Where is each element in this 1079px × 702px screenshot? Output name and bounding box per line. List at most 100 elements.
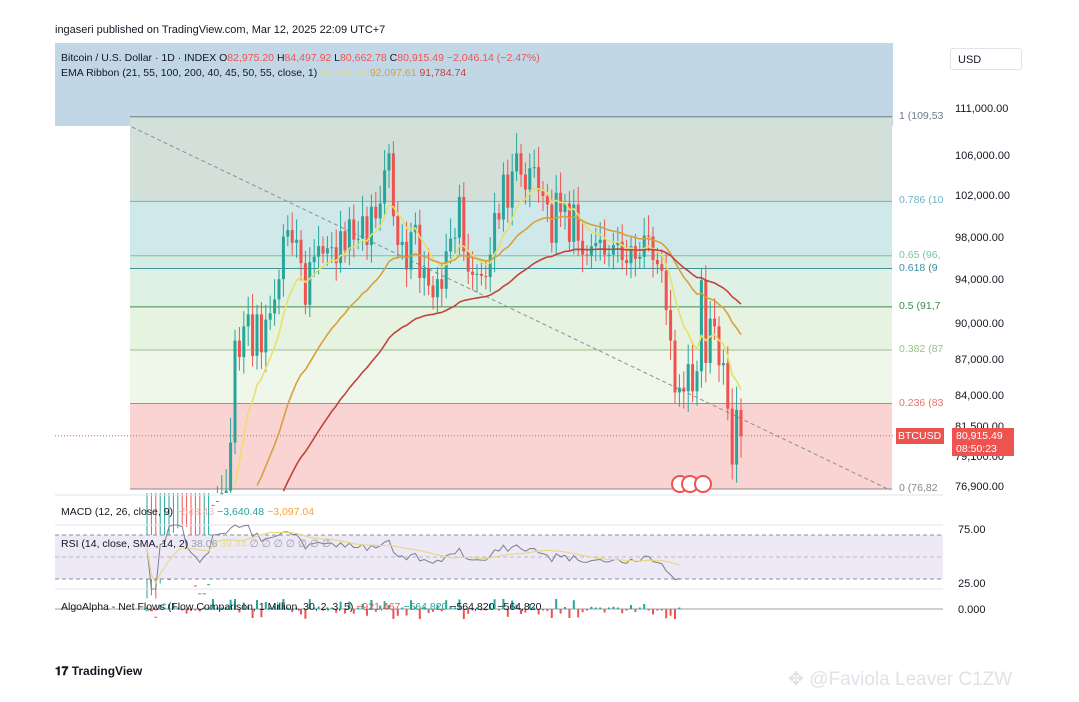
candle-body: [286, 230, 290, 237]
currency-button[interactable]: USD: [950, 48, 1022, 70]
fib-zone: [130, 201, 892, 256]
ema-mid-line: [256, 215, 742, 486]
rsi-value: 38.06: [191, 538, 218, 550]
ema-value-mid: 92,097.61: [369, 67, 417, 79]
tradingview-logo[interactable]: 𝟏𝟕 TradingView: [55, 664, 142, 679]
candle-body: [378, 203, 382, 219]
flow-bar: [533, 607, 536, 609]
flow-bar: [286, 607, 289, 609]
flow-bar: [216, 607, 219, 609]
flow-bar: [273, 605, 276, 609]
ohlc-high: H84,497.92: [276, 52, 332, 64]
flow-bar: [374, 609, 377, 612]
candle-body: [488, 254, 492, 278]
macd-legend: MACD (12, 26, close, 9) −543.43 −3,640.4…: [61, 506, 314, 518]
flow-bar: [568, 609, 571, 618]
flow-bar: [185, 609, 188, 614]
fib-label: 0 (76,82: [899, 482, 938, 495]
candle-body: [281, 236, 285, 280]
flow-bar: [220, 607, 223, 609]
flow-bar: [511, 600, 514, 609]
trend-line: [131, 126, 891, 491]
flow-bar: [295, 607, 298, 609]
candle-body: [259, 314, 263, 353]
candle-body: [576, 204, 580, 241]
flow-bar: [344, 609, 346, 614]
candle-body: [479, 273, 483, 276]
candle-body: [493, 213, 497, 255]
algo-label: AlgoAlpha - Net Flows (Flow Comparison, …: [61, 601, 354, 613]
flow-bar: [352, 609, 355, 614]
flow-bar: [278, 604, 280, 609]
candle-body: [589, 246, 593, 256]
flow-bar: [326, 607, 329, 609]
fib-label: 0.5 (91,7: [899, 299, 941, 312]
price-tick: 90,000.00: [955, 318, 1004, 330]
fib-label: 0.618 (9: [899, 261, 938, 274]
candle-body: [154, 616, 158, 618]
candle-body: [422, 268, 426, 279]
candle-body: [620, 241, 624, 260]
candle-body: [334, 247, 338, 264]
algo-tick: 0.000: [958, 604, 986, 616]
candle-body: [686, 364, 690, 392]
candle-body: [563, 203, 567, 213]
flow-bar: [317, 606, 320, 609]
flow-bar: [612, 606, 615, 609]
candle-body: [497, 213, 501, 220]
candle-body: [251, 314, 255, 356]
flow-bar: [608, 607, 610, 609]
flow-bar: [594, 607, 597, 609]
candle-body: [330, 247, 334, 249]
flow-bar: [370, 600, 373, 609]
candle-body: [660, 264, 664, 271]
flow-bar: [625, 609, 628, 611]
fib-label: 0.786 (10: [899, 194, 943, 207]
candle-body: [211, 504, 215, 506]
flow-bar: [159, 606, 162, 609]
flow-bar: [238, 609, 241, 613]
tv-logo-icon: 𝟏𝟕: [55, 664, 69, 678]
candle-body: [528, 168, 532, 190]
flow-bar: [251, 609, 254, 618]
rsi-label: RSI (14, close, SMA, 14, 2): [61, 538, 189, 550]
algo-value-1: −921,467: [356, 601, 401, 613]
tv-logo-text: TradingView: [71, 664, 143, 678]
price-tick: 94,000.00: [955, 274, 1004, 286]
chart-area[interactable]: NovDec2025FebMarAprMay: [55, 43, 943, 628]
flow-bar: [621, 609, 624, 614]
legend-ema-row: EMA Ribbon (21, 55, 100, 200, 40, 45, 50…: [61, 67, 466, 79]
flow-bar: [647, 609, 650, 611]
last-price-value: 80,915.49: [956, 430, 1003, 442]
candle-body: [237, 340, 241, 358]
legend-symbol-row: Bitcoin / U.S. Dollar · 1D · INDEX O82,9…: [61, 52, 540, 64]
candle-body: [541, 190, 545, 196]
algo-value-3: −564,820: [450, 601, 495, 613]
candle-body: [550, 204, 554, 243]
flow-bar: [630, 605, 632, 609]
flow-bar: [669, 609, 672, 616]
flow-bar: [660, 609, 663, 611]
flow-bar: [537, 609, 540, 615]
candle-body: [431, 285, 435, 298]
flow-bar: [291, 609, 294, 612]
flow-bar: [150, 609, 153, 611]
flow-bar: [282, 599, 285, 609]
candle-body: [365, 216, 369, 246]
candle-body: [229, 442, 233, 491]
candle-body: [220, 493, 224, 495]
price-axis[interactable]: [943, 43, 1027, 628]
price-tick: 84,000.00: [955, 390, 1004, 402]
candle-body: [633, 246, 637, 259]
flow-bar: [335, 609, 338, 613]
candle-body: [726, 362, 730, 409]
rsi-empty-values: ∅ ∅ ∅ ∅ ∅ ∅ ∅: [249, 538, 332, 550]
flow-bar: [366, 609, 368, 616]
candle-body: [699, 280, 703, 372]
flow-bar: [665, 609, 668, 619]
candle-body: [339, 231, 343, 264]
paw-icon: ✥: [788, 669, 804, 690]
candle-body: [475, 273, 479, 275]
candle-body: [361, 216, 365, 239]
fib-label: 0.382 (87: [899, 342, 943, 355]
